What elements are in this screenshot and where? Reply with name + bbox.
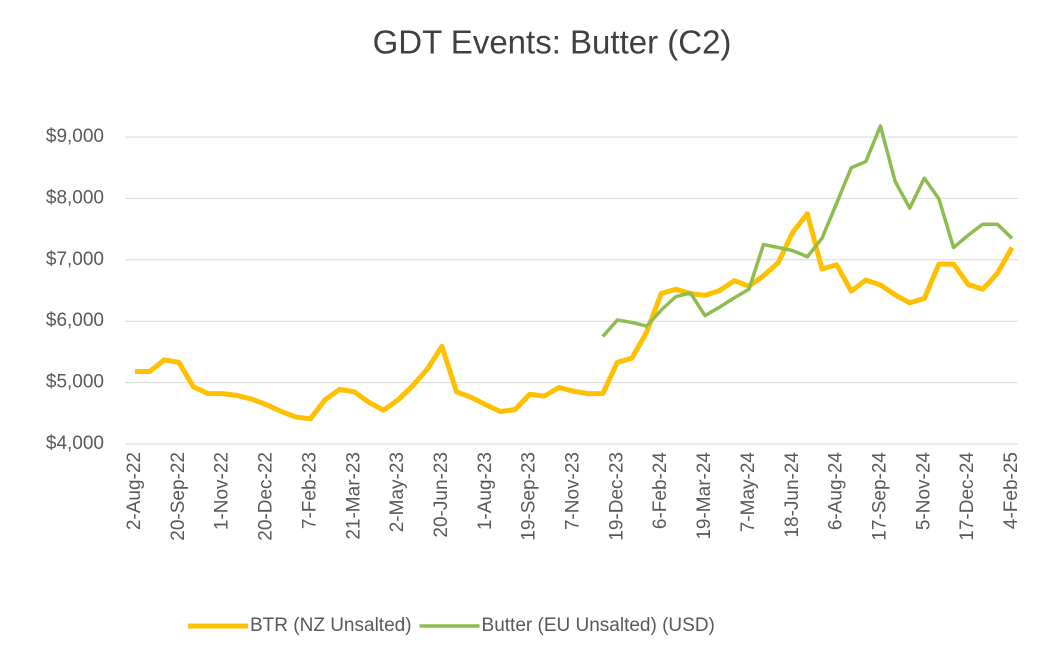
x-tick-label: 1-Aug-23 — [475, 452, 496, 530]
x-tick-label: 17-Dec-24 — [957, 452, 978, 541]
y-tick-label: $8,000 — [46, 187, 104, 208]
chart-title: GDT Events: Butter (C2) — [373, 24, 732, 61]
y-tick-label: $6,000 — [46, 310, 104, 331]
x-tick-label: 18-Jun-24 — [782, 452, 803, 538]
x-tick-label: 5-Nov-24 — [913, 452, 934, 531]
x-tick-label: 2-Aug-22 — [124, 452, 145, 530]
y-tick-label: $5,000 — [46, 372, 104, 393]
x-tick-label: 17-Sep-24 — [869, 452, 890, 541]
series-line — [601, 124, 1014, 338]
y-tick-label: $4,000 — [46, 433, 104, 454]
x-tick-label: 20-Dec-22 — [256, 452, 277, 541]
legend-label: Butter (EU Unsalted) (USD) — [482, 615, 715, 636]
x-tick-label: 19-Dec-23 — [606, 452, 627, 541]
x-tick-label: 21-Mar-23 — [343, 452, 364, 540]
x-tick-label: 4-Feb-25 — [1001, 452, 1022, 529]
y-tick-label: $7,000 — [46, 249, 104, 270]
x-tick-label: 7-Nov-23 — [563, 452, 584, 530]
x-tick-label: 19-Mar-24 — [694, 452, 715, 540]
x-tick-label: 1-Nov-22 — [212, 452, 233, 530]
x-tick-label: 20-Sep-22 — [168, 452, 189, 541]
series-line — [135, 211, 1015, 422]
x-tick-label: 20-Jun-23 — [431, 452, 452, 538]
y-tick-label: $9,000 — [46, 126, 104, 147]
x-tick-label: 7-Feb-23 — [299, 452, 320, 529]
x-tick-label: 2-May-23 — [387, 452, 408, 532]
x-tick-label: 19-Sep-23 — [519, 452, 540, 541]
x-tick-label: 6-Feb-24 — [650, 452, 671, 530]
x-tick-label: 6-Aug-24 — [826, 452, 847, 531]
x-tick-label: 7-May-24 — [738, 452, 759, 533]
legend-label: BTR (NZ Unsalted) — [250, 615, 412, 636]
